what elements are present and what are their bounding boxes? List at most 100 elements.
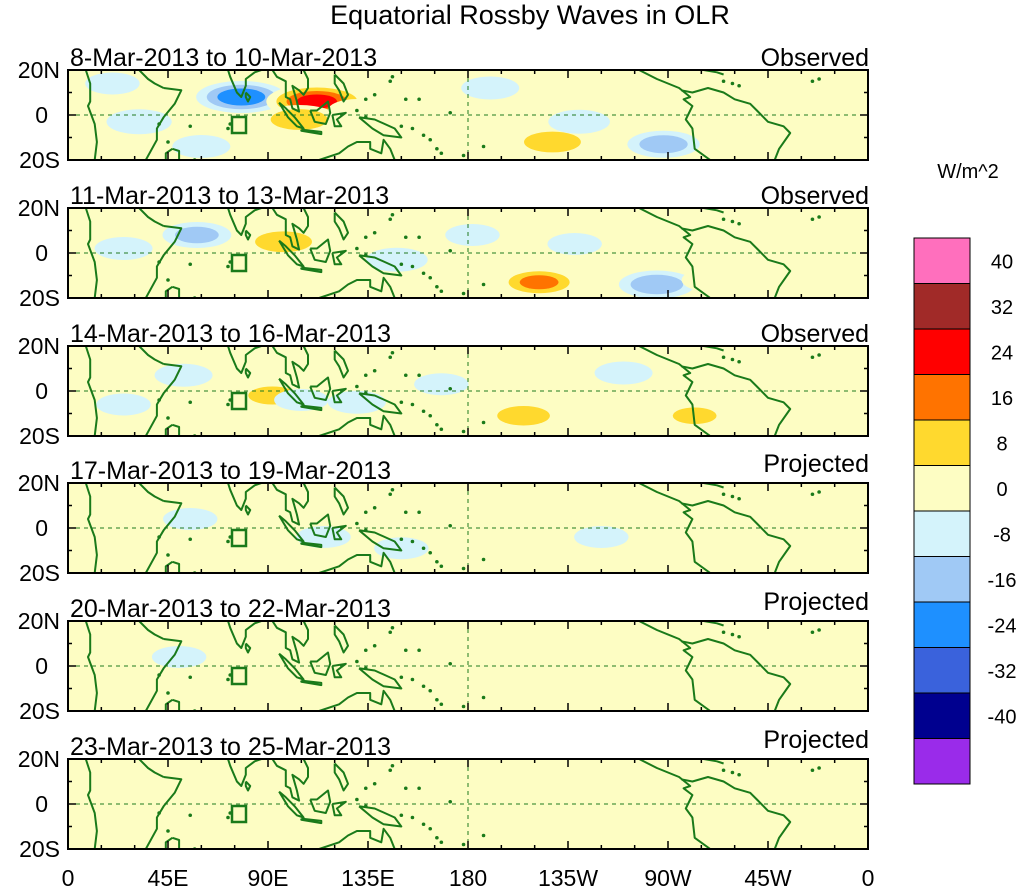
panel-4-anomaly-1	[456, 688, 515, 711]
panel-0-coastline-10	[331, 111, 347, 128]
panel-2-coastline-13	[318, 414, 396, 436]
panel-4-island-17	[363, 648, 368, 653]
panel-4-coastline-4	[227, 621, 262, 649]
panel-0-status: Observed	[761, 44, 869, 72]
panel-2-anomaly-1	[485, 401, 562, 430]
panel-3-coastline-7	[278, 514, 305, 543]
panel-5-coastline-9	[309, 789, 332, 814]
panel-0-island-5	[363, 115, 368, 120]
panel-5-coastline-10	[331, 800, 347, 817]
panel-5-coastline-0	[68, 759, 98, 849]
panel-5-region-box	[230, 804, 248, 824]
panel-1-ylabel-20n: 20N	[18, 195, 60, 221]
colorbar: W/m^2 40 32 24 16 8 0 -8 -16 -24 -32 -40	[913, 161, 1017, 785]
panel-5-island-23	[737, 772, 741, 777]
panel-5-coastline-1	[144, 776, 183, 849]
panel-5-ylabel-20s: 20S	[19, 836, 60, 862]
panel-2-region-box	[230, 391, 248, 411]
panel-3-coastline-1	[144, 500, 183, 573]
panel-2-coastline-15	[681, 363, 792, 436]
panel-5-island-14	[410, 815, 415, 820]
panel-3-anomaly-4	[374, 537, 429, 560]
panel-5-coastline-12	[333, 762, 349, 792]
panel-0-island-15	[388, 79, 393, 84]
panel-0-island-17	[363, 97, 368, 102]
panel-5-island-13	[399, 813, 404, 818]
panel-3-ylabel-20n: 20N	[18, 470, 60, 496]
panel-0-field	[68, 70, 868, 160]
panel-4-island-5	[363, 666, 368, 671]
panel-2-island-5	[363, 391, 368, 396]
panel-4-island-20	[417, 648, 421, 653]
panel-1-island-1	[226, 264, 230, 269]
panel-2-island-24	[810, 355, 815, 360]
panel-2-island-13	[399, 400, 404, 405]
panel-1-anomaly-10	[214, 255, 269, 278]
colorbar-label-8: -24	[988, 616, 1017, 638]
panel-5: 23-Mar-2013 to 25-Mar-2013 Projected 20N…	[18, 726, 869, 862]
panel-0-island-23	[737, 83, 741, 88]
panel-4-anomaly-2	[623, 668, 678, 691]
panel-4-island-19	[403, 648, 408, 653]
panel-0-ylabel-20n: 20N	[18, 57, 60, 83]
panel-3-anomaly-5	[574, 526, 629, 548]
panel-0-island-26	[166, 140, 170, 144]
panel-4-island-8	[435, 697, 439, 702]
panel-4-island-26	[166, 691, 170, 695]
panel-0-coastline-12	[333, 73, 349, 103]
panel-1-coastline-13	[318, 276, 396, 298]
panel-3-island-7	[428, 550, 433, 555]
panel-0-island-24	[810, 79, 815, 84]
panel-5-island-11	[448, 799, 453, 804]
panel-5-island-22	[730, 770, 735, 775]
panel-5-island-24	[810, 768, 815, 773]
panel-3-island-25	[817, 490, 821, 494]
panel-5-coastline-13	[318, 827, 396, 849]
panel-5-coastline-5	[244, 780, 252, 792]
panel-3-island-23	[737, 496, 741, 501]
panel-1-coastline-3	[164, 285, 181, 298]
panel-4-island-22	[730, 632, 735, 637]
panel-1-island-6	[421, 271, 426, 276]
panel-1-coastline-7	[278, 239, 305, 268]
panel-5-island-15	[388, 768, 393, 773]
panel-2-coastline-11	[358, 392, 403, 415]
panel-0: 8-Mar-2013 to 10-Mar-2013 Observed 20N 0…	[18, 44, 869, 173]
colorbar-swatch-5	[913, 510, 971, 557]
panel-1-region-box	[230, 253, 248, 273]
panel-0-island-6	[421, 133, 426, 138]
panel-2-ylabel-20s: 20S	[19, 423, 60, 449]
panel-0-island-25	[817, 77, 821, 81]
panel-4-coastline-8	[300, 679, 323, 687]
panel-3-coastline-0	[68, 483, 98, 573]
panel-1-coastline-10	[331, 249, 347, 266]
x-tick-label-45e: 45E	[148, 865, 189, 890]
panel-0-anomaly-8	[548, 109, 610, 134]
panel-5-coastline-3	[164, 836, 181, 849]
panel-4-coastline-2	[138, 621, 165, 640]
panel-0-island-7	[428, 137, 433, 142]
panel-2-island-14	[410, 402, 415, 407]
panel-4-coastline-15	[681, 638, 792, 711]
panel-0-ylabel-0: 0	[35, 102, 48, 128]
panel-2-ylabel-0: 0	[35, 378, 48, 404]
x-tick-label-45w: 45W	[744, 865, 792, 890]
panel-0-anomaly-10	[680, 81, 736, 104]
colorbar-swatch-11	[913, 237, 971, 284]
panel-2-island-6	[421, 409, 426, 414]
colorbar-swatch-8	[913, 374, 971, 421]
panel-4-island-16	[390, 625, 395, 630]
panel-1-island-17	[363, 235, 368, 240]
panel-5-period: 23-Mar-2013 to 25-Mar-2013	[70, 733, 391, 761]
panel-4-period: 20-Mar-2013 to 22-Mar-2013	[70, 595, 391, 623]
panel-1-island-22	[730, 219, 735, 224]
panel-3-coastline-5	[244, 504, 252, 516]
panel-0-coastline-9	[309, 100, 332, 125]
panel-4-island-15	[388, 630, 393, 635]
panel-3-coastline-12	[333, 486, 349, 516]
panel-3-island-19	[403, 510, 408, 515]
panel-1-island-7	[428, 275, 433, 280]
panel-4-coastline-10	[331, 662, 347, 679]
panel-2-island-27	[157, 398, 161, 402]
panel-4-island-4	[355, 659, 359, 664]
